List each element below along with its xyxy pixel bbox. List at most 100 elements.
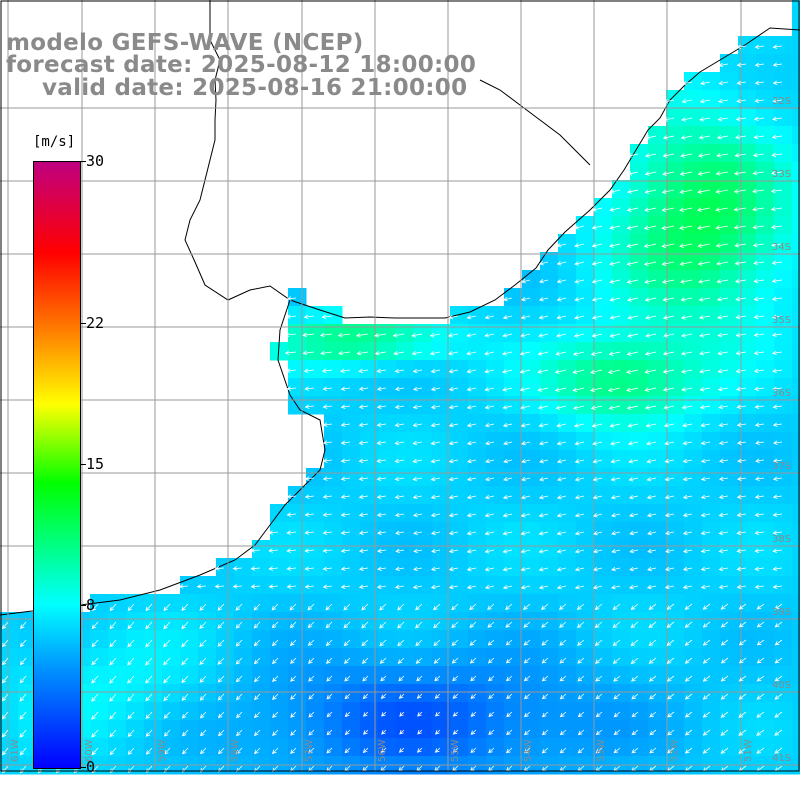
wind-cell [774, 72, 793, 91]
wind-cell [684, 522, 703, 541]
wind-arrow [715, 171, 729, 176]
wind-arrow [754, 512, 765, 518]
wind-cell [792, 108, 800, 127]
wind-arrow [612, 621, 621, 629]
wind-arrow [19, 675, 27, 684]
wind-arrow [559, 675, 567, 682]
wind-cell [306, 504, 325, 523]
wind-arrow [199, 639, 207, 648]
wind-arrow [145, 639, 153, 648]
wind-cell [486, 522, 505, 541]
wind-arrow [430, 458, 441, 464]
wind-cell [522, 396, 541, 415]
wind-arrow [720, 729, 729, 736]
wind-cell [756, 234, 775, 253]
wind-arrow [322, 548, 333, 553]
lat-label-41S: 41S [772, 753, 791, 764]
wind-arrow [381, 711, 387, 717]
wind-arrow [307, 639, 315, 646]
wind-arrow [558, 603, 567, 610]
valid-date: valid date: 2025-08-16 21:00:00 [42, 75, 468, 101]
wind-arrow [488, 747, 495, 754]
wind-arrow [503, 458, 513, 464]
wind-arrow [91, 639, 99, 648]
colorbar-tick-8: 8 [86, 596, 96, 615]
wind-cell [378, 378, 397, 397]
wind-cell [630, 684, 649, 703]
wind-arrow [235, 639, 243, 647]
wind-cell [792, 648, 800, 667]
wind-cell [738, 648, 757, 667]
wind-arrow [502, 423, 513, 428]
wind-cell [342, 558, 361, 577]
wind-arrow [591, 207, 603, 212]
wind-cell [324, 360, 343, 379]
wind-arrow [682, 422, 693, 428]
wind-arrow [326, 675, 333, 682]
wind-arrow [541, 621, 549, 628]
wind-arrow [163, 639, 171, 648]
wind-arrow [91, 747, 99, 756]
wind-cell [792, 306, 800, 325]
wind-cell [378, 594, 397, 613]
wind-arrow [649, 747, 657, 754]
wind-arrow [753, 278, 765, 284]
wind-arrow [555, 405, 567, 410]
wind-cell [648, 486, 667, 505]
wind-cell [774, 198, 793, 217]
wind-cell [612, 468, 631, 487]
wind-arrow [537, 405, 549, 410]
wind-cell [306, 522, 325, 541]
wind-arrow [448, 440, 459, 446]
wind-arrow [321, 314, 333, 320]
wind-arrow [538, 261, 549, 266]
wind-arrow [702, 711, 711, 718]
wind-arrow [196, 584, 207, 589]
wind-arrow [181, 603, 189, 612]
wind-arrow [304, 494, 315, 499]
wind-arrow [163, 657, 171, 666]
wind-arrow [413, 566, 423, 572]
wind-arrow [466, 584, 477, 590]
wind-cell [756, 684, 775, 703]
wind-arrow [702, 693, 711, 700]
wind-arrow [199, 657, 207, 666]
wind-cell [414, 576, 433, 595]
wind-arrow [754, 548, 765, 554]
wind-cell [738, 252, 757, 271]
wind-cell [720, 234, 739, 253]
wind-arrow [434, 729, 441, 735]
wind-cell [774, 522, 793, 541]
wind-cell [702, 144, 721, 163]
wind-arrow [415, 639, 423, 647]
wind-cell [342, 666, 361, 685]
wind-arrow [1, 711, 9, 720]
wind-cell [288, 648, 307, 667]
wind-cell [756, 504, 775, 523]
wind-arrow [559, 639, 567, 646]
wind-arrow [574, 459, 585, 464]
wind-cell [360, 684, 379, 703]
wind-cell [558, 468, 577, 487]
wind-cell [540, 648, 559, 667]
wind-cell [540, 630, 559, 649]
wind-arrow [519, 351, 531, 356]
wind-arrow [700, 566, 711, 572]
wind-cell [720, 396, 739, 415]
wind-cell [468, 486, 487, 505]
wind-cell [558, 252, 577, 271]
wind-cell [720, 72, 739, 91]
wind-cell [648, 306, 667, 325]
lon-label-54W: 54W [523, 739, 534, 762]
wind-arrow [218, 729, 225, 737]
wind-arrow [322, 458, 333, 463]
wind-arrow [661, 243, 675, 248]
wind-cell [432, 504, 451, 523]
wind-cell [702, 72, 721, 91]
wind-arrow [109, 675, 117, 684]
wind-cell [666, 288, 685, 307]
wind-cell [234, 558, 253, 577]
wind-cell [306, 720, 325, 739]
wind-cell [756, 252, 775, 271]
wind-arrow [595, 729, 603, 736]
